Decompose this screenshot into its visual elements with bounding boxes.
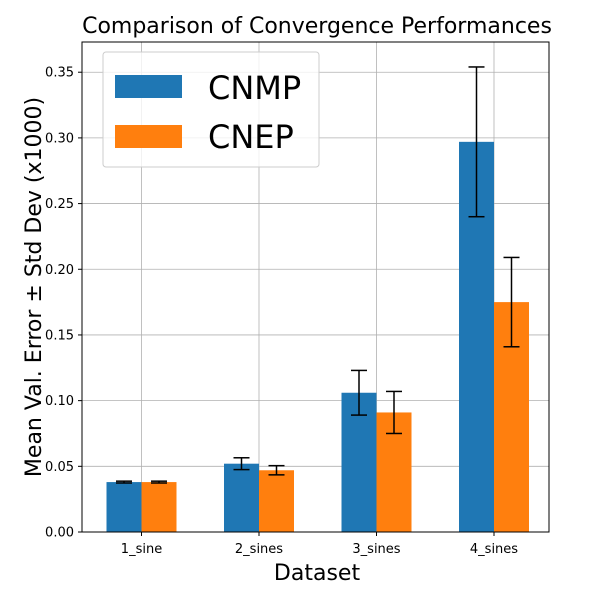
legend: CNMP CNEP	[102, 51, 320, 168]
chart-title: Comparison of Convergence Performances	[82, 14, 552, 39]
grid-lines	[82, 42, 549, 533]
legend-swatch-cnmp	[115, 75, 182, 98]
y-tick-label: 0.05	[45, 460, 74, 475]
y-axis-ticks: 0.00 0.05 0.10 0.15 0.20 0.25 0.30 0.35	[45, 66, 82, 541]
bar-cnep-2_sines	[259, 470, 294, 532]
error-bars	[116, 66, 520, 484]
y-axis-label: Mean Val. Error ± Std Dev (x1000)	[22, 97, 47, 477]
x-tick-label: 2_sines	[235, 542, 283, 557]
bar-cnmp-3_sines	[341, 392, 377, 532]
y-tick-label: 0.35	[45, 66, 74, 81]
bars	[106, 141, 529, 532]
y-tick-label: 0.25	[45, 197, 74, 212]
bar-cnep-1_sine	[141, 482, 177, 532]
x-axis-ticks: 1_sine 2_sines 3_sines 4_sines	[121, 532, 518, 557]
y-tick-label: 0.30	[45, 131, 74, 146]
y-tick-label: 0.10	[45, 394, 74, 409]
y-tick-label: 0.00	[45, 526, 74, 541]
bar-cnmp-2_sines	[224, 463, 259, 532]
y-tick-label: 0.15	[45, 328, 74, 343]
legend-swatch-cnep	[115, 125, 182, 148]
y-tick-label: 0.20	[45, 263, 74, 278]
bar-cnmp-1_sine	[106, 482, 142, 532]
plot-frame	[81, 41, 550, 533]
x-tick-label: 3_sines	[352, 542, 400, 557]
legend-label-cnmp: CNMP	[208, 69, 301, 107]
x-axis-label: Dataset	[274, 561, 361, 586]
x-tick-label: 4_sines	[470, 542, 518, 557]
legend-label-cnep: CNEP	[208, 118, 294, 156]
x-tick-label: 1_sine	[121, 542, 162, 557]
